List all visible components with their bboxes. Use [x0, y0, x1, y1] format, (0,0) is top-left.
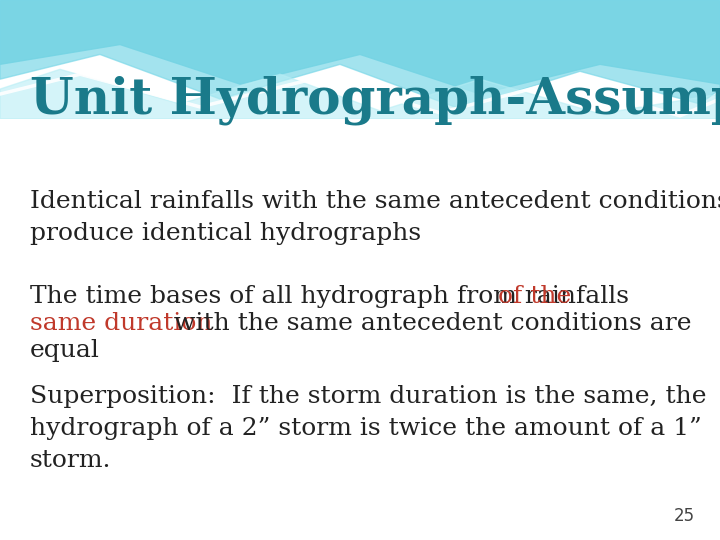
Polygon shape	[0, 0, 720, 94]
Text: of the: of the	[498, 285, 571, 308]
Polygon shape	[0, 69, 720, 119]
Text: Superposition:  If the storm duration is the same, the
hydrograph of a 2” storm : Superposition: If the storm duration is …	[30, 385, 706, 472]
Text: 25: 25	[674, 507, 695, 525]
Text: with the same antecedent conditions are: with the same antecedent conditions are	[166, 312, 691, 335]
Text: Identical rainfalls with the same antecedent conditions
produce identical hydrog: Identical rainfalls with the same antece…	[30, 190, 720, 245]
Text: Unit Hydrograph-Assumptions: Unit Hydrograph-Assumptions	[30, 76, 720, 125]
Text: equal: equal	[30, 339, 100, 362]
Polygon shape	[0, 0, 720, 109]
Text: same duration: same duration	[30, 312, 212, 335]
Text: The time bases of all hydrograph from rainfalls: The time bases of all hydrograph from ra…	[30, 285, 637, 308]
